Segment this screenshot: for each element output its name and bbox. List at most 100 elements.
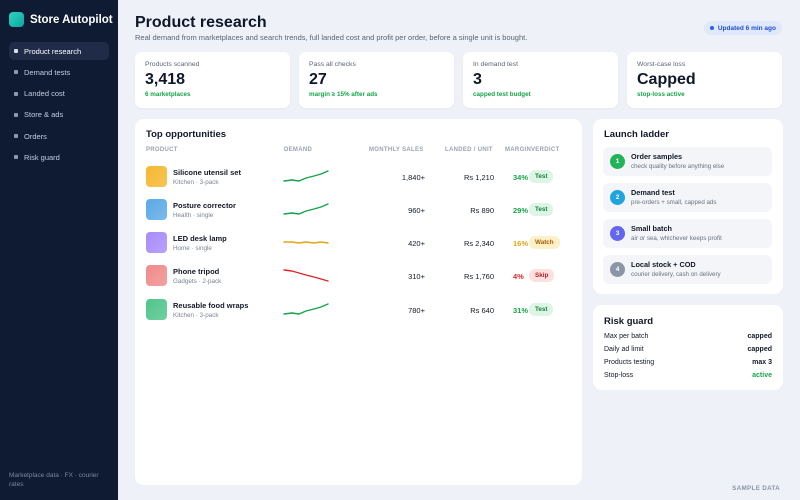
monthly-sales: 780+ (408, 306, 425, 315)
kpi-pass-all-checks: Pass all checks 27 margin ≥ 15% after ad… (299, 52, 454, 108)
col-header-product: PRODUCT (146, 147, 178, 153)
kpi-sub: capped test budget (473, 91, 531, 98)
ladder-step: 4 Local stock + COD courier delivery, ca… (603, 255, 772, 284)
col-header-monthly-sales: MONTHLY SALES (369, 147, 424, 153)
status-dot-icon (709, 26, 714, 30)
risk-row: Daily ad limit capped (604, 346, 772, 356)
sidebar-item-orders[interactable]: Orders (9, 127, 109, 145)
kpi-value: Capped (637, 71, 696, 88)
risk-value: max 3 (752, 359, 772, 366)
step-number: 4 (610, 262, 625, 277)
risk-value: capped (747, 333, 772, 340)
step-subtitle: pre-orders + small, capped ads (631, 199, 717, 206)
product-name: Posture corrector (173, 201, 236, 210)
kpi-value: 27 (309, 71, 327, 88)
page-subtitle: Real demand from marketplaces and search… (135, 33, 528, 42)
product-thumbnail (146, 166, 167, 187)
risk-label: Products testing (604, 359, 655, 366)
table-row[interactable]: Silicone utensil set Kitchen · 3-pack 1,… (145, 162, 575, 192)
table-row[interactable]: Reusable food wraps Kitchen · 3-pack 780… (145, 295, 575, 325)
sidebar-item-label: Store & ads (24, 110, 64, 120)
risk-row: Products testing max 3 (604, 359, 772, 369)
risk-value: active (752, 372, 772, 379)
landed-cost: Rs 2,340 (463, 239, 494, 248)
step-subtitle: courier delivery, cash on delivery (631, 271, 721, 278)
kpi-label: Worst-case loss (637, 61, 686, 68)
product-thumbnail (146, 199, 167, 220)
monthly-sales: 420+ (408, 239, 425, 248)
kpi-sub: 6 marketplaces (145, 91, 191, 98)
verdict-badge: Watch (529, 236, 560, 249)
product-category: Health · single (173, 212, 214, 219)
sample-data-label: SAMPLE DATA (732, 485, 780, 492)
step-number: 2 (610, 190, 625, 205)
risk-row: Max per batch capped (604, 333, 772, 343)
risk-label: Stop-loss (604, 372, 634, 379)
kpi-value: 3 (473, 71, 482, 88)
sidebar-item-demand-tests[interactable]: Demand tests (9, 63, 109, 81)
sidebar-item-risk-guard[interactable]: Risk guard (9, 148, 109, 166)
step-title: Local stock + COD (631, 260, 696, 269)
monthly-sales: 960+ (408, 206, 425, 215)
landed-cost: Rs 890 (470, 206, 494, 215)
col-header-demand: DEMAND (284, 147, 313, 153)
monthly-sales: 1,840+ (401, 173, 425, 182)
col-header-landed-unit: LANDED / UNIT (445, 147, 493, 153)
table-row[interactable]: LED desk lamp Home · single 420+ Rs 2,34… (145, 228, 575, 258)
kpi-label: Pass all checks (309, 61, 356, 68)
demand-sparkline (283, 303, 329, 315)
product-thumbnail (146, 232, 167, 253)
nav-bullet-icon (14, 155, 18, 160)
landed-cost: Rs 640 (470, 306, 494, 315)
product-name: Phone tripod (173, 267, 220, 276)
table-row[interactable]: Phone tripod Gadgets · 2-pack 310+ Rs 1,… (145, 261, 575, 291)
nav-bullet-icon (14, 49, 18, 53)
nav-bullet-icon (14, 91, 18, 96)
product-thumbnail (146, 299, 167, 320)
opportunities-card: Top opportunities PRODUCT DEMAND MONTHLY… (135, 119, 582, 485)
landed-cost: Rs 1,760 (463, 272, 494, 281)
risk-label: Daily ad limit (604, 346, 644, 353)
ladder-step: 2 Demand test pre-orders + small, capped… (603, 183, 772, 212)
kpi-label: Products scanned (145, 61, 200, 68)
launch-ladder-card: Launch ladder 1 Order samples check qual… (593, 119, 783, 294)
risk-guard-title: Risk guard (604, 316, 654, 327)
sidebar-item-product-research[interactable]: Product research (9, 42, 109, 60)
kpi-label: In demand test (473, 61, 518, 68)
kpi-value: 3,418 (145, 71, 186, 88)
opportunities-title: Top opportunities (146, 129, 227, 140)
kpi-worst-case-loss: Worst-case loss Capped stop-loss active (627, 52, 782, 108)
launch-ladder-title: Launch ladder (604, 129, 669, 140)
kpi-products-scanned: Products scanned 3,418 6 marketplaces (135, 52, 290, 108)
sidebar-item-landed-cost[interactable]: Landed cost (9, 85, 109, 103)
step-subtitle: air or sea, whichever keeps profit (631, 235, 722, 242)
product-name: Reusable food wraps (173, 301, 249, 310)
brand-logo-icon (9, 12, 24, 27)
table-row[interactable]: Posture corrector Health · single 960+ R… (145, 195, 575, 225)
landed-cost: Rs 1,210 (463, 173, 494, 182)
demand-sparkline (283, 170, 329, 182)
demand-sparkline (283, 203, 329, 215)
product-category: Kitchen · 3-pack (173, 179, 219, 186)
sidebar-nav: Product research Demand tests Landed cos… (9, 42, 109, 170)
risk-guard-card: Risk guard Max per batch capped Daily ad… (593, 305, 783, 390)
verdict-badge: Test (529, 303, 554, 316)
risk-row: Stop-loss active (604, 372, 772, 382)
margin-value: 29% (513, 206, 529, 215)
col-header-margin: MARGIN (505, 147, 532, 153)
verdict-badge: Skip (529, 269, 555, 282)
margin-value: 31% (513, 306, 529, 315)
sidebar-item-label: Landed cost (24, 89, 65, 99)
ladder-step: 3 Small batch air or sea, whichever keep… (603, 219, 772, 248)
demand-sparkline (283, 241, 329, 244)
brand-name: Store Autopilot (30, 13, 113, 26)
sidebar-item-store-ads[interactable]: Store & ads (9, 106, 109, 124)
margin-value: 16% (513, 239, 529, 248)
product-name: Silicone utensil set (173, 168, 241, 177)
page-title: Product research (135, 14, 267, 31)
brand[interactable]: Store Autopilot (9, 12, 113, 27)
sidebar-footer: Marketplace data · FX · courier rates (9, 472, 99, 488)
sidebar: Store Autopilot Product research Demand … (0, 0, 118, 500)
step-title: Demand test (631, 188, 675, 197)
step-subtitle: check quality before anything else (631, 163, 725, 170)
